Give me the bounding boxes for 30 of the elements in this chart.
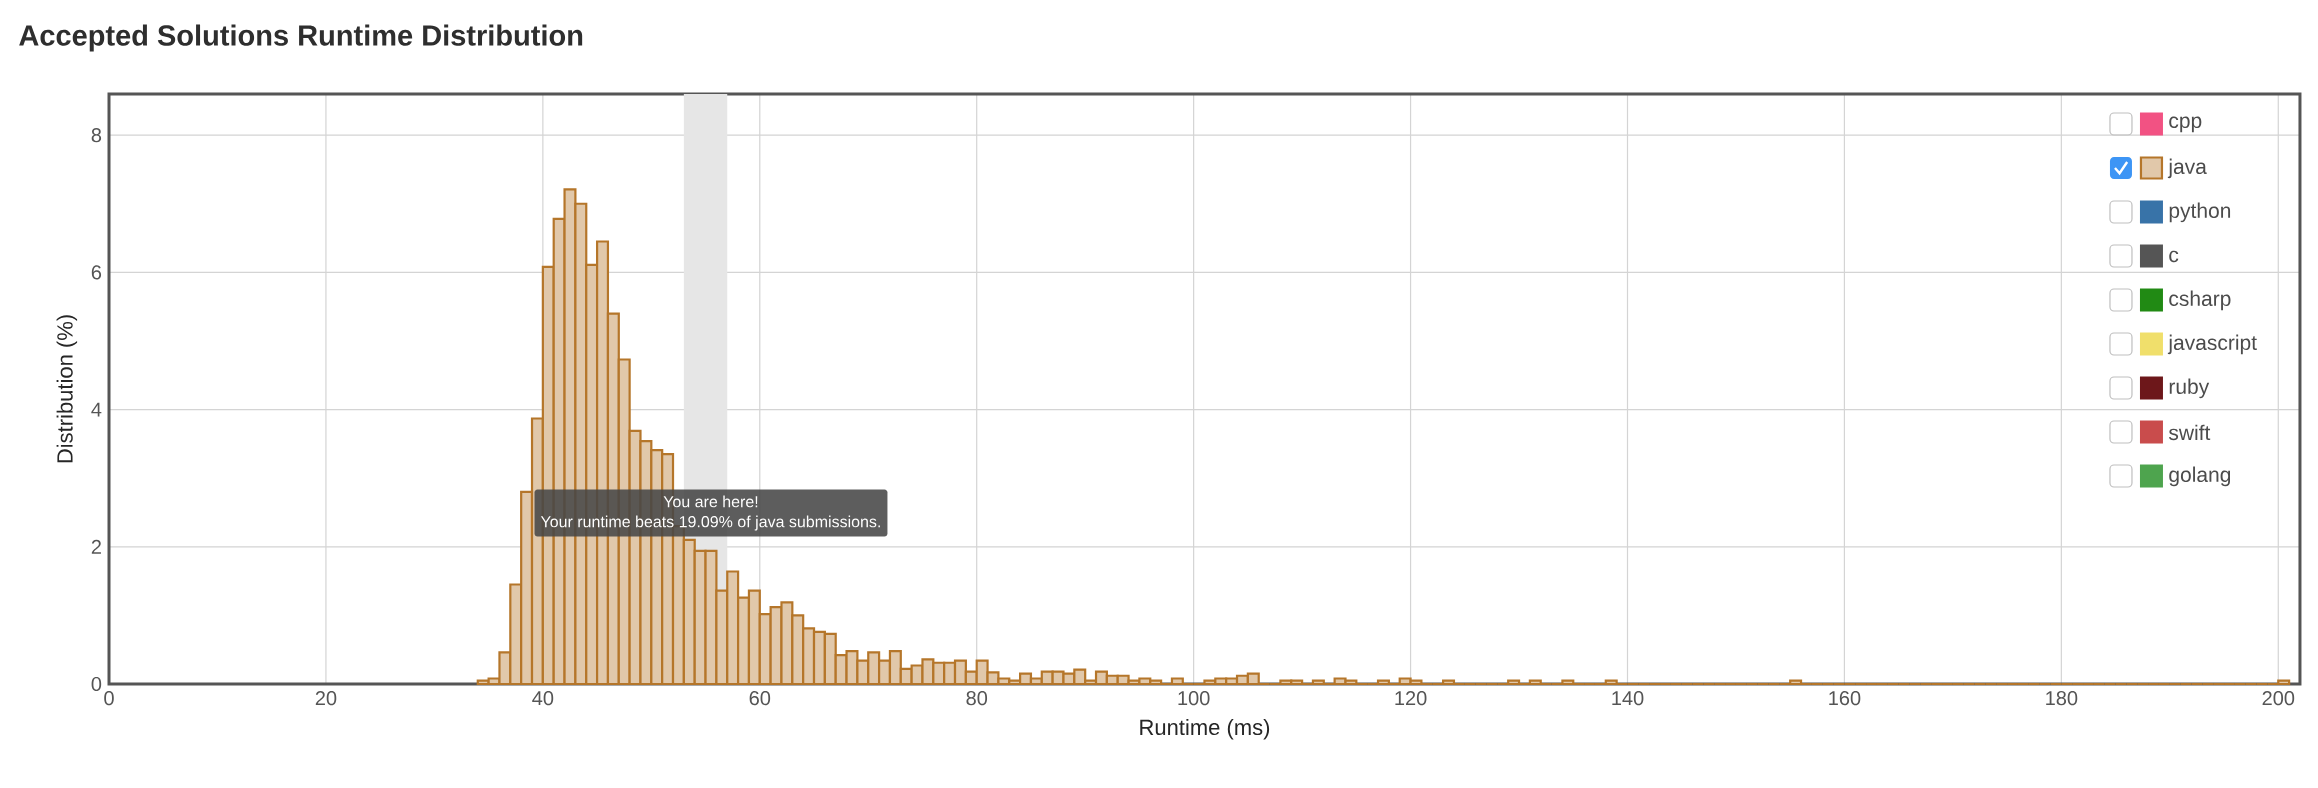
x-tick-label: 140 — [1612, 691, 1644, 706]
y-tick-label: 6 — [91, 265, 102, 280]
y-tick-label: 0 — [91, 676, 102, 692]
x-tick-label: 0 — [104, 691, 114, 706]
y-axis-title: Distribution (%) — [56, 315, 78, 463]
x-tick-label: 200 — [2262, 691, 2295, 706]
x-axis-title: Runtime (ms) — [1140, 718, 1270, 740]
y-tick-label: 2 — [91, 539, 101, 554]
legend-label: javascript — [2167, 334, 2257, 355]
legend-label: java — [2167, 158, 2207, 179]
y-tick-label: 8 — [91, 128, 102, 143]
x-tick-label: 40 — [532, 691, 554, 706]
annotation: You are here! — [663, 495, 758, 508]
annotation: Your runtime beats 19.09% of java submissions. — [540, 515, 880, 531]
legend-label: c — [2169, 250, 2179, 263]
y-tick-label: 4 — [91, 402, 102, 417]
legend-label: ruby — [2169, 378, 2210, 399]
x-tick-label: 20 — [315, 691, 337, 706]
x-tick-label: 120 — [1395, 691, 1427, 706]
x-tick-label: 180 — [2046, 691, 2078, 706]
legend-label: golang — [2169, 466, 2231, 487]
chart-title: Accepted Solutions Runtime Distribution — [19, 24, 583, 52]
legend-label: python — [2169, 202, 2231, 223]
x-tick-label: 60 — [749, 691, 771, 706]
x-tick-label: 160 — [1829, 691, 1861, 706]
x-tick-label: 100 — [1178, 691, 1210, 706]
x-tick-label: 80 — [966, 691, 988, 706]
legend-label: swift — [2168, 424, 2211, 441]
legend-label: cpp — [2169, 116, 2202, 133]
legend-label: csharp — [2169, 290, 2231, 311]
